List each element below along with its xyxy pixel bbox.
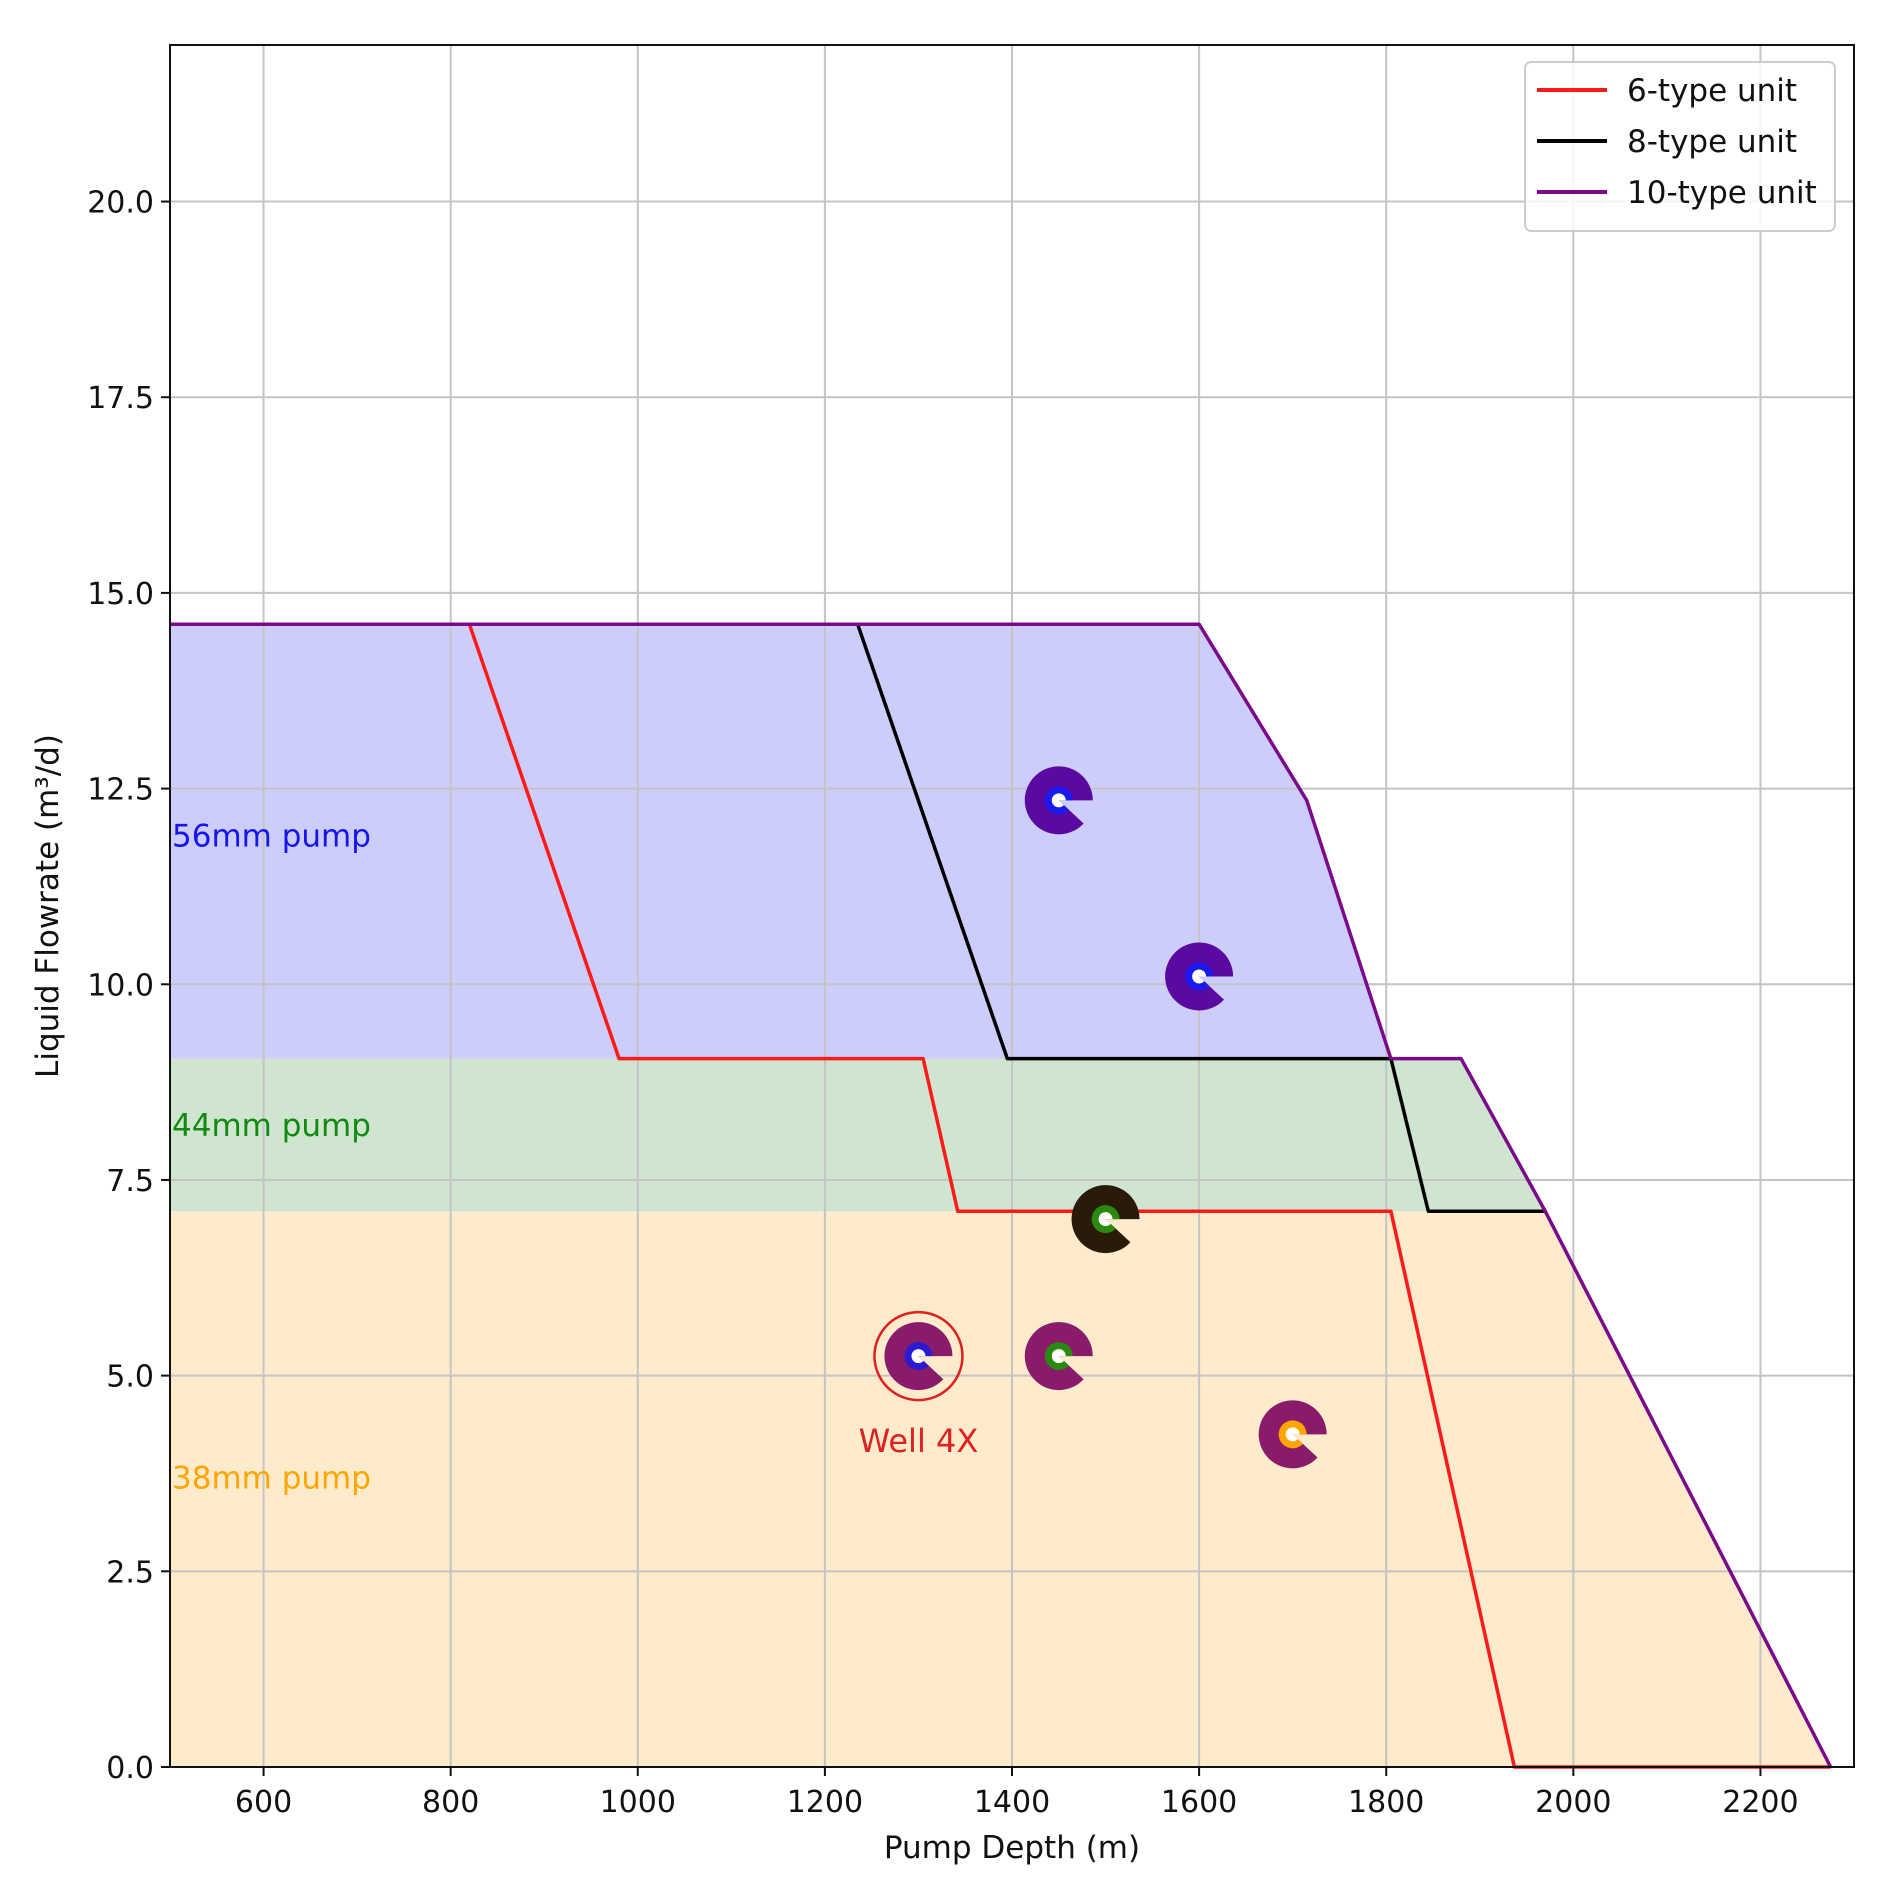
x-tick-label: 800 [422,1785,479,1820]
y-tick-label: 12.5 [87,773,154,808]
well-center [1192,969,1207,984]
well-marker [1024,1322,1093,1391]
well-center [1285,1427,1300,1442]
annotation-circle [873,1310,964,1402]
x-tick-label: 600 [235,1785,292,1820]
region-fill-0 [170,1211,1831,1767]
annotation-label: Well 4X [859,1422,979,1460]
well-markers: Well 4X [859,766,1327,1469]
y-tick-label: 0.0 [106,1751,154,1786]
well-marker [1165,942,1234,1011]
region-label: 38mm pump [172,1460,371,1496]
y-tick-label: 5.0 [106,1360,154,1395]
x-tick-label: 1400 [974,1785,1050,1820]
x-tick-label: 2000 [1535,1785,1611,1820]
x-tick-label: 1200 [787,1785,863,1820]
x-tick-label: 1800 [1348,1785,1424,1820]
region-label: 44mm pump [172,1108,371,1144]
y-tick-label: 17.5 [87,381,154,416]
well-center [1051,1349,1066,1364]
axis-ticks: 600 800 1000 1200 1400 1600 1800 2000 2200 0.0 2.5… [87,186,1798,1820]
grid [170,45,1854,1768]
well-marker [1024,766,1093,835]
well-marker [884,1322,953,1391]
well-marker [1071,1185,1140,1254]
y-tick-label: 15.0 [87,577,154,612]
legend-entry: 8-type unit [1627,124,1797,160]
y-tick-label: 20.0 [87,186,154,221]
series-lines [170,622,1833,1769]
legend: 6-type unit 8-type unit 10-type unit [1524,61,1836,232]
well-center [1051,793,1066,808]
legend-entry: 6-type unit [1627,73,1797,109]
legend-box [1524,61,1836,232]
well-center [911,1349,926,1364]
region-label: 56mm pump [172,819,371,855]
x-tick-label: 1000 [600,1785,676,1820]
x-tick-label: 2200 [1722,1785,1798,1820]
x-axis-label: Pump Depth (m) [884,1830,1140,1866]
well-marker [1258,1400,1327,1469]
y-tick-label: 10.0 [87,968,154,1003]
series-line-1 [170,622,1831,1769]
region-labels: 38mm pump 44mm pump 56mm pump [172,819,371,1497]
x-tick-label: 1600 [1161,1785,1237,1820]
y-tick-label: 2.5 [106,1555,154,1590]
y-axis-label: Liquid Flowrate (m³/d) [30,734,66,1078]
well-center [1098,1212,1113,1227]
y-tick-label: 7.5 [106,1164,154,1199]
legend-entry: 10-type unit [1627,175,1817,211]
series-line-3 [170,622,1833,1768]
